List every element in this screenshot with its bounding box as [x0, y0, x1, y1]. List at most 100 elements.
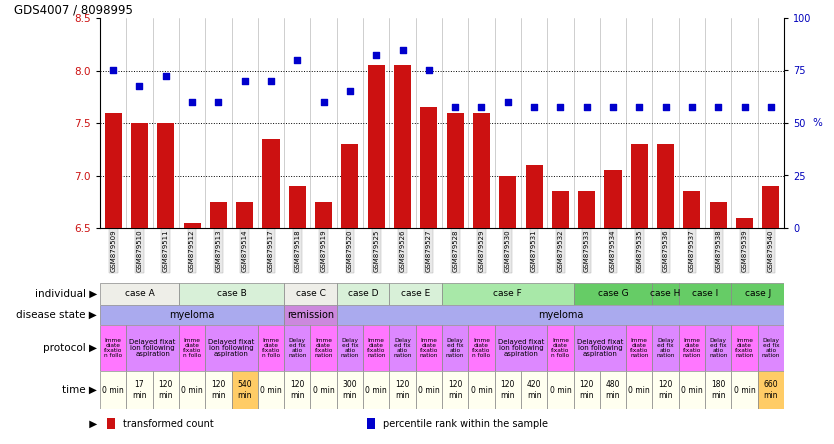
Text: 0 min: 0 min — [260, 385, 282, 395]
Text: case A: case A — [124, 289, 154, 298]
Bar — [284, 283, 337, 305]
Point — [212, 99, 225, 106]
Text: Delay
ed fix
atio
nation: Delay ed fix atio nation — [394, 338, 412, 358]
Text: Imme
diate
fixatio
n follo: Imme diate fixatio n follo — [262, 338, 280, 358]
Text: 480
min: 480 min — [605, 381, 620, 400]
Bar — [284, 305, 337, 325]
Bar — [183, 223, 201, 228]
Text: 0 min: 0 min — [313, 385, 334, 395]
Bar — [126, 371, 153, 409]
Text: myeloma: myeloma — [169, 310, 215, 320]
Text: case E: case E — [401, 289, 430, 298]
Text: Delay
ed fix
atio
nation: Delay ed fix atio nation — [709, 338, 727, 358]
Bar — [731, 325, 758, 371]
Text: myeloma: myeloma — [538, 310, 583, 320]
Bar — [236, 202, 254, 228]
Bar — [578, 191, 595, 228]
Bar — [525, 165, 543, 228]
Bar — [652, 283, 679, 305]
Bar — [574, 371, 600, 409]
Text: case G: case G — [598, 289, 628, 298]
Text: 0 min: 0 min — [181, 385, 203, 395]
Bar — [442, 371, 469, 409]
Text: 0 min: 0 min — [365, 385, 387, 395]
Bar — [758, 371, 784, 409]
Text: Delayed fixat
ion following
aspiration: Delayed fixat ion following aspiration — [208, 339, 254, 357]
Text: case H: case H — [651, 289, 681, 298]
Text: case F: case F — [494, 289, 522, 298]
Bar — [284, 371, 310, 409]
Point — [686, 104, 699, 111]
Text: Imme
diate
fixatio
n follo: Imme diate fixatio n follo — [183, 338, 201, 358]
Bar — [100, 305, 284, 325]
Bar — [389, 283, 442, 305]
Bar — [179, 325, 205, 371]
Bar — [758, 325, 784, 371]
Bar — [205, 325, 258, 371]
Bar — [442, 283, 574, 305]
Point — [107, 67, 120, 74]
Text: remission: remission — [287, 310, 334, 320]
Bar — [495, 325, 547, 371]
Bar — [420, 107, 437, 228]
Text: 120
min: 120 min — [211, 381, 226, 400]
Point — [422, 67, 435, 74]
Bar — [337, 325, 363, 371]
Text: 300
min: 300 min — [343, 381, 357, 400]
Text: Imme
diate
fixatio
nation: Imme diate fixatio nation — [683, 338, 701, 358]
Bar — [605, 170, 621, 228]
Bar — [310, 371, 337, 409]
Point — [238, 77, 251, 84]
Bar — [394, 65, 411, 228]
Bar — [415, 371, 442, 409]
Text: 540
min: 540 min — [238, 381, 252, 400]
Text: case I: case I — [692, 289, 718, 298]
Bar — [547, 325, 574, 371]
Bar — [104, 112, 122, 228]
Text: case D: case D — [348, 289, 379, 298]
Text: ▶: ▶ — [86, 419, 97, 429]
Bar — [736, 218, 753, 228]
Point — [606, 104, 620, 111]
Bar — [337, 283, 389, 305]
Point — [738, 104, 751, 111]
Text: percentile rank within the sample: percentile rank within the sample — [383, 419, 548, 429]
Bar — [552, 191, 569, 228]
Point — [449, 104, 462, 111]
Point — [580, 104, 593, 111]
Text: 120
min: 120 min — [395, 381, 409, 400]
Bar — [521, 371, 547, 409]
Text: 0 min: 0 min — [103, 385, 124, 395]
Point — [396, 46, 409, 53]
Text: disease state ▶: disease state ▶ — [16, 310, 97, 320]
Bar — [100, 371, 126, 409]
Point — [633, 104, 646, 111]
Bar — [469, 325, 495, 371]
Text: protocol ▶: protocol ▶ — [43, 343, 97, 353]
Text: individual ▶: individual ▶ — [35, 289, 97, 299]
Bar — [600, 371, 626, 409]
Bar — [310, 325, 337, 371]
Bar — [337, 371, 363, 409]
Bar — [415, 325, 442, 371]
Text: Imme
diate
fixatio
n follo: Imme diate fixatio n follo — [472, 338, 490, 358]
Point — [527, 104, 540, 111]
Point — [369, 51, 383, 58]
Bar — [710, 202, 726, 228]
Text: 0 min: 0 min — [629, 385, 651, 395]
Text: 0 min: 0 min — [470, 385, 492, 395]
Bar — [705, 371, 731, 409]
Text: time ▶: time ▶ — [62, 385, 97, 395]
Bar — [683, 191, 701, 228]
Text: 0 min: 0 min — [550, 385, 571, 395]
Point — [554, 104, 567, 111]
Point — [290, 56, 304, 63]
Bar — [205, 371, 232, 409]
Bar — [100, 283, 179, 305]
Text: transformed count: transformed count — [123, 419, 214, 429]
Bar — [574, 325, 626, 371]
Point — [185, 99, 198, 106]
Bar — [363, 325, 389, 371]
Bar — [107, 418, 115, 428]
Text: Delay
ed fix
atio
nation: Delay ed fix atio nation — [288, 338, 307, 358]
